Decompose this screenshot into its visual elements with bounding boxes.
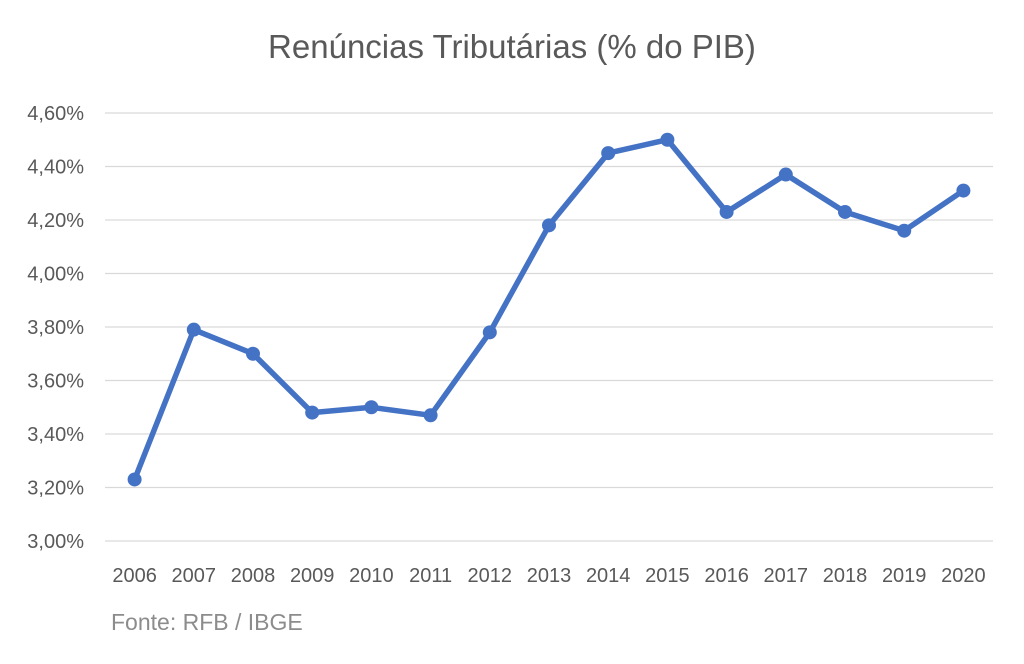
x-tick-label: 2006 — [112, 565, 157, 587]
data-point-2017 — [778, 167, 793, 182]
x-tick-label: 2020 — [941, 565, 986, 587]
data-point-2013 — [542, 218, 556, 233]
y-tick-label: 4,60% — [27, 103, 84, 125]
data-point-2016 — [719, 204, 734, 219]
source-note: Fonte: RFB / IBGE — [111, 609, 303, 635]
series-line — [131, 136, 967, 483]
y-axis-ticks: 3,00% 3,20% 3,40% 3,60% 3,80% 4,00% 4,20% 4,40%… — [27, 103, 84, 553]
x-tick-label: 2007 — [172, 565, 217, 587]
x-tick-label: 2010 — [349, 565, 394, 587]
data-point-2014 — [601, 146, 616, 161]
y-tick-label: 3,20% — [27, 478, 84, 500]
data-point-2006 — [127, 472, 142, 487]
y-tick-label: 3,80% — [27, 317, 84, 339]
x-tick-label: 2008 — [231, 565, 276, 587]
data-point-2019 — [897, 223, 912, 238]
y-tick-label: 4,20% — [27, 210, 84, 232]
y-tick-label: 4,40% — [27, 157, 84, 179]
x-tick-label: 2019 — [882, 565, 927, 587]
x-tick-label: 2016 — [704, 565, 749, 587]
x-tick-label: 2014 — [586, 565, 631, 587]
y-tick-label: 3,00% — [27, 531, 84, 553]
x-tick-label: 2013 — [527, 565, 572, 587]
x-tick-label: 2011 — [409, 565, 452, 587]
data-point-2020 — [956, 183, 971, 198]
y-tick-label: 3,40% — [27, 424, 84, 446]
x-tick-label: 2017 — [764, 565, 809, 587]
data-point-2009 — [305, 405, 320, 420]
data-point-2011 — [423, 408, 438, 423]
y-tick-label: 4,00% — [27, 264, 84, 286]
data-point-2007 — [186, 322, 201, 337]
data-point-2008 — [246, 346, 260, 361]
data-point-2018 — [838, 204, 852, 219]
x-axis-ticks: 2006 2007 2008 2009 2010 2011 2012 2013 2014 2015… — [112, 565, 985, 587]
chart-title: Renúncias Tributárias (% do PIB) — [268, 28, 756, 65]
x-tick-label: 2009 — [290, 565, 335, 587]
y-tick-label: 3,60% — [27, 371, 84, 393]
x-tick-label: 2012 — [468, 565, 513, 587]
series-layer — [127, 132, 971, 487]
gridlines — [105, 112, 993, 542]
data-point-2015 — [660, 132, 675, 147]
data-point-2012 — [482, 325, 497, 340]
data-point-2010 — [364, 400, 379, 415]
x-tick-label: 2018 — [823, 565, 868, 587]
x-tick-label: 2015 — [645, 565, 690, 587]
